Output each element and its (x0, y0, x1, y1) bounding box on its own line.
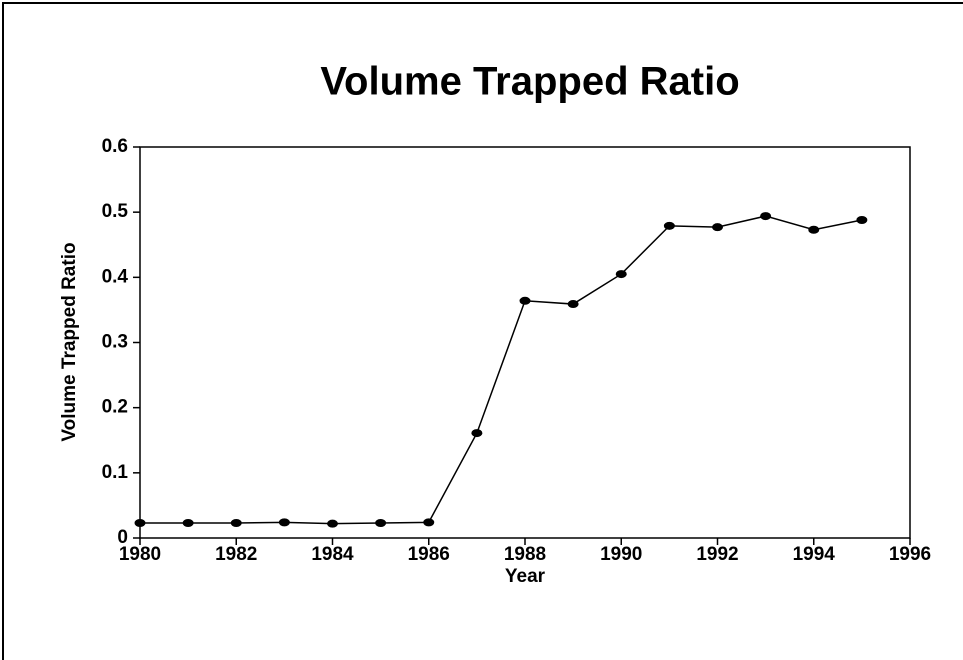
data-point (856, 215, 868, 224)
x-tick-label: 1984 (311, 544, 354, 565)
data-point (134, 519, 146, 528)
x-tick-label: 1994 (793, 544, 836, 565)
x-tick-label: 1982 (215, 544, 257, 565)
x-tick-label: 1990 (600, 544, 642, 565)
data-point (712, 223, 723, 232)
x-tick-label: 1980 (119, 544, 161, 565)
y-tick-label: 0.4 (102, 266, 129, 287)
y-tick-label: 0.2 (102, 397, 128, 418)
y-tick-label: 0.5 (102, 201, 129, 222)
data-point (278, 518, 290, 527)
y-axis-label: Volume Trapped Ratio (59, 242, 80, 441)
plot-area (139, 146, 911, 539)
x-tick-label: 1988 (504, 544, 546, 565)
y-tick-label: 0.1 (102, 462, 129, 483)
y-tick-label: 0 (117, 527, 128, 548)
x-tick-label: 1986 (408, 544, 450, 565)
data-point (760, 212, 772, 221)
chart-title: Volume Trapped Ratio (320, 60, 739, 104)
data-point (519, 296, 531, 305)
series-line (140, 215, 863, 525)
x-tick-label: 1992 (696, 544, 738, 565)
data-point (230, 519, 242, 528)
data-point (663, 221, 675, 230)
x-tick-label: 1996 (889, 544, 931, 565)
y-tick-label: 0.6 (102, 136, 128, 157)
data-point (808, 225, 820, 234)
data-point (182, 519, 194, 528)
x-axis-label: Year (505, 566, 546, 587)
data-point (471, 429, 483, 438)
data-point (423, 518, 435, 527)
data-point (615, 270, 627, 279)
data-point (567, 300, 579, 309)
y-tick-label: 0.3 (102, 332, 128, 353)
data-point (327, 519, 338, 528)
data-point (375, 519, 387, 528)
